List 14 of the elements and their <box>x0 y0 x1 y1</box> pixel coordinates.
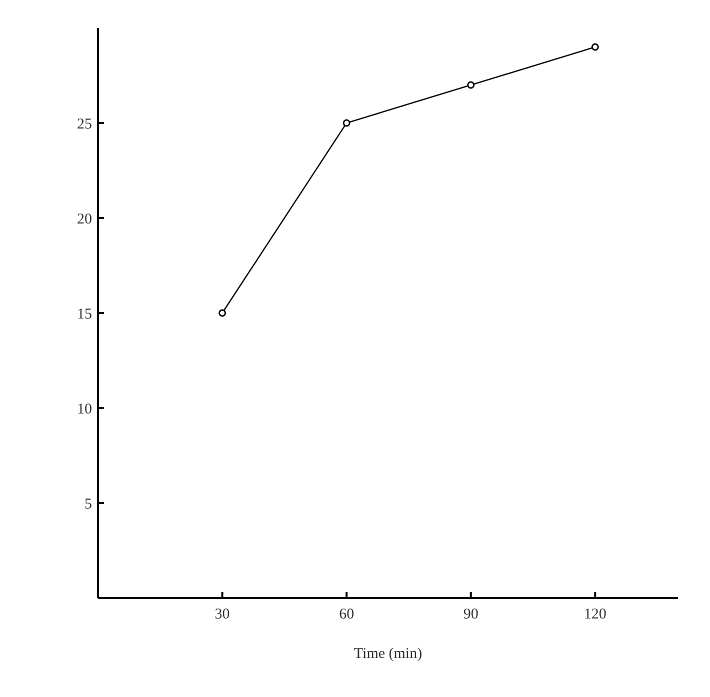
point <box>591 43 599 51</box>
x-axis-title: Time (min) <box>354 646 422 662</box>
y-tick-label: 25 <box>77 116 92 132</box>
x-tick-label: 90 <box>463 606 478 623</box>
x-tick-label: 120 <box>584 606 606 623</box>
y-tick-label: 5 <box>84 496 92 512</box>
point <box>467 81 475 89</box>
y-tick-label: 15 <box>77 306 92 322</box>
point <box>218 309 226 317</box>
y-tick-label: 20 <box>77 211 92 228</box>
x-tick-label: 30 <box>214 606 230 623</box>
x-tick-label: 60 <box>339 606 354 623</box>
point <box>342 119 350 127</box>
y-tick-label: 10 <box>77 401 92 418</box>
